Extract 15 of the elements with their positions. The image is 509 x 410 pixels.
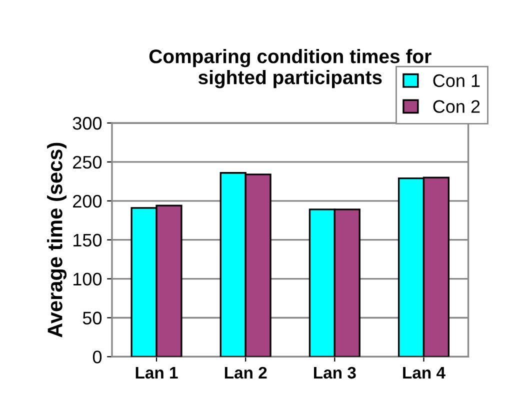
y-tick-label: 50 <box>82 312 102 324</box>
y-tick-label: 150 <box>74 234 102 247</box>
legend-label: Con 2 <box>433 100 480 113</box>
x-tick-label: Lan 3 <box>314 366 356 379</box>
legend-label: Con 1 <box>433 74 480 88</box>
y-tick-label: 300 <box>72 116 102 130</box>
y-axis-title: Average time (secs) <box>47 142 67 338</box>
y-tick-label: 250 <box>73 156 102 169</box>
y-tick-label: 0 <box>92 350 102 364</box>
y-tick-label: 200 <box>73 194 102 208</box>
x-tick-label: Lan 1 <box>136 367 178 379</box>
x-tick-label: Lan 4 <box>403 367 446 379</box>
x-tick-label: Lan 2 <box>224 366 267 379</box>
chart-title: Comparing condition times for sighted participants <box>149 48 432 88</box>
y-tick-label: 100 <box>74 272 102 286</box>
